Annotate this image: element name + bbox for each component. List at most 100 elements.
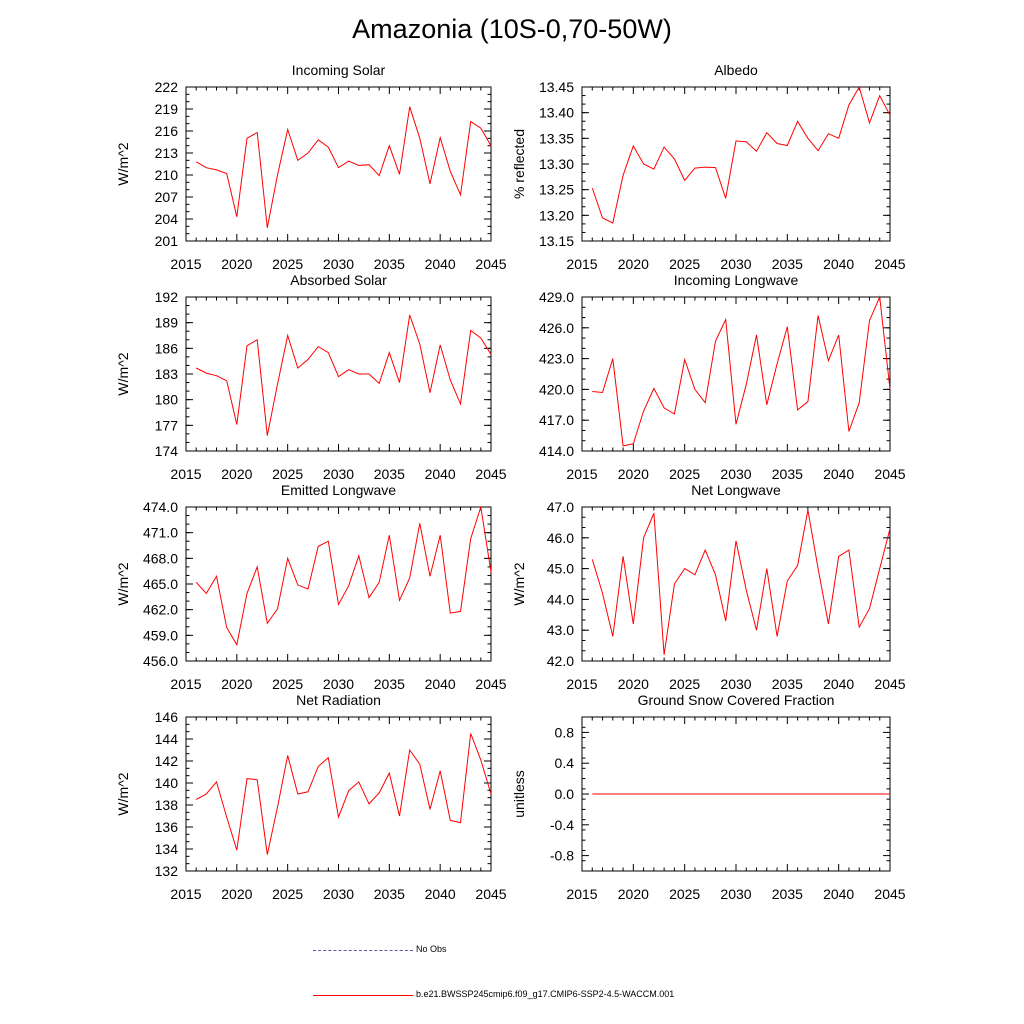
y-tick-label: 13.40 — [539, 105, 574, 121]
x-tick-label: 2040 — [823, 676, 854, 692]
y-tick-label: -0.4 — [550, 817, 574, 833]
x-tick-label: 2035 — [772, 676, 803, 692]
y-tick-label: 474.0 — [143, 499, 178, 515]
x-tick-label: 2015 — [566, 676, 597, 692]
x-tick-label: 2020 — [618, 676, 649, 692]
chart-panel-3: Absorbed Solar W/m^2 174 177 180 183 186 189 192… — [115, 272, 507, 482]
chart-title: Absorbed Solar — [290, 272, 387, 288]
chart-title: Net Longwave — [691, 482, 781, 498]
y-tick-label: 471.0 — [143, 525, 178, 541]
x-tick-label: 2020 — [221, 256, 252, 272]
y-tick-label: 138 — [155, 797, 179, 813]
y-axis-label: W/m^2 — [511, 562, 527, 605]
chart-panel-5: Emitted Longwave W/m^2 456.0 459.0 462.0 465.… — [115, 482, 507, 692]
x-tick-label: 2045 — [874, 256, 905, 272]
y-tick-label: 144 — [155, 731, 179, 747]
x-tick-label: 2020 — [221, 886, 252, 902]
y-tick-label: 142 — [155, 753, 179, 769]
y-tick-label: 140 — [155, 775, 179, 791]
x-tick-label: 2040 — [425, 886, 456, 902]
y-tick-label: 13.35 — [539, 130, 574, 146]
x-tick-label: 2035 — [374, 466, 405, 482]
x-tick-label: 2015 — [170, 886, 201, 902]
x-tick-label: 2030 — [323, 466, 354, 482]
series-line — [591, 85, 891, 224]
x-tick-label: 2015 — [566, 886, 597, 902]
y-tick-label: 13.20 — [539, 207, 574, 223]
x-tick-label: 2025 — [272, 256, 303, 272]
y-tick-label: 46.0 — [547, 530, 574, 546]
y-tick-label: 0.8 — [555, 724, 575, 740]
y-tick-label: 146 — [155, 709, 179, 725]
x-tick-label: 2015 — [566, 256, 597, 272]
x-tick-label: 2015 — [170, 466, 201, 482]
y-tick-label: 13.15 — [539, 233, 574, 249]
y-tick-label: 47.0 — [547, 499, 574, 515]
y-tick-label: 216 — [155, 123, 179, 139]
chart-title: Albedo — [714, 62, 758, 78]
y-tick-label: 42.0 — [547, 653, 574, 669]
y-tick-label: 132 — [155, 863, 179, 879]
y-tick-label: -0.8 — [550, 848, 574, 864]
x-tick-label: 2020 — [618, 256, 649, 272]
x-tick-label: 2035 — [772, 466, 803, 482]
plot-frame — [185, 86, 492, 242]
x-tick-label: 2030 — [720, 676, 751, 692]
chart-panel-7: Net Radiation W/m^2 132 134 136 138 140 142 144 1… — [115, 692, 507, 902]
y-tick-label: 207 — [155, 189, 179, 205]
y-tick-label: 426.0 — [539, 320, 574, 336]
x-tick-label: 2035 — [374, 676, 405, 692]
series-line — [592, 295, 891, 447]
x-tick-label: 2030 — [323, 886, 354, 902]
y-axis-label: % reflected — [511, 129, 527, 199]
legend-obs-line — [313, 950, 413, 951]
y-tick-label: 465.0 — [143, 576, 178, 592]
y-tick-label: 174 — [155, 443, 179, 459]
x-tick-label: 2035 — [772, 256, 803, 272]
y-tick-label: 177 — [155, 417, 179, 433]
chart-title: Net Radiation — [296, 692, 381, 708]
series-line — [195, 733, 492, 855]
y-tick-label: 13.25 — [539, 182, 574, 198]
y-tick-label: 222 — [155, 79, 179, 95]
x-tick-label: 2045 — [874, 886, 905, 902]
x-tick-label: 2030 — [323, 676, 354, 692]
x-tick-label: 2045 — [874, 466, 905, 482]
plot-frame — [185, 506, 492, 662]
x-tick-label: 2025 — [272, 886, 303, 902]
y-tick-label: 13.30 — [539, 156, 574, 172]
legend-model-label: b.e21.BWSSP245cmip6.f09_g17.CMIP6-SSP2-4… — [416, 989, 675, 999]
series-line — [195, 314, 492, 436]
y-tick-label: 417.0 — [539, 412, 574, 428]
x-tick-label: 2025 — [272, 676, 303, 692]
y-tick-label: 459.0 — [143, 627, 178, 643]
x-tick-label: 2045 — [475, 886, 506, 902]
x-tick-label: 2025 — [669, 256, 700, 272]
y-axis-label: W/m^2 — [115, 562, 131, 605]
y-tick-label: 420.0 — [539, 381, 574, 397]
x-tick-label: 2025 — [669, 886, 700, 902]
x-tick-label: 2040 — [425, 466, 456, 482]
y-axis-label: unitless — [511, 770, 527, 817]
chart-title: Ground Snow Covered Fraction — [638, 692, 835, 708]
chart-title: Incoming Solar — [292, 62, 386, 78]
page-title: Amazonia (10S-0,70-50W) — [352, 14, 672, 44]
x-tick-label: 2040 — [425, 676, 456, 692]
x-tick-label: 2045 — [874, 676, 905, 692]
x-tick-label: 2040 — [823, 886, 854, 902]
y-tick-label: 13.45 — [539, 79, 574, 95]
x-tick-label: 2045 — [475, 676, 506, 692]
chart-panel-4: Incoming Longwave 414.0 417.0 420.0 423.0 426… — [539, 272, 906, 482]
y-tick-label: 462.0 — [143, 602, 178, 618]
y-tick-label: 0.0 — [555, 786, 575, 802]
y-tick-label: 180 — [155, 392, 179, 408]
y-tick-label: 468.0 — [143, 550, 178, 566]
x-tick-label: 2025 — [669, 676, 700, 692]
x-tick-label: 2040 — [823, 466, 854, 482]
y-tick-label: 186 — [155, 340, 179, 356]
y-tick-label: 423.0 — [539, 351, 574, 367]
series-line — [591, 510, 891, 655]
x-tick-label: 2045 — [475, 466, 506, 482]
y-tick-label: 201 — [155, 233, 179, 249]
